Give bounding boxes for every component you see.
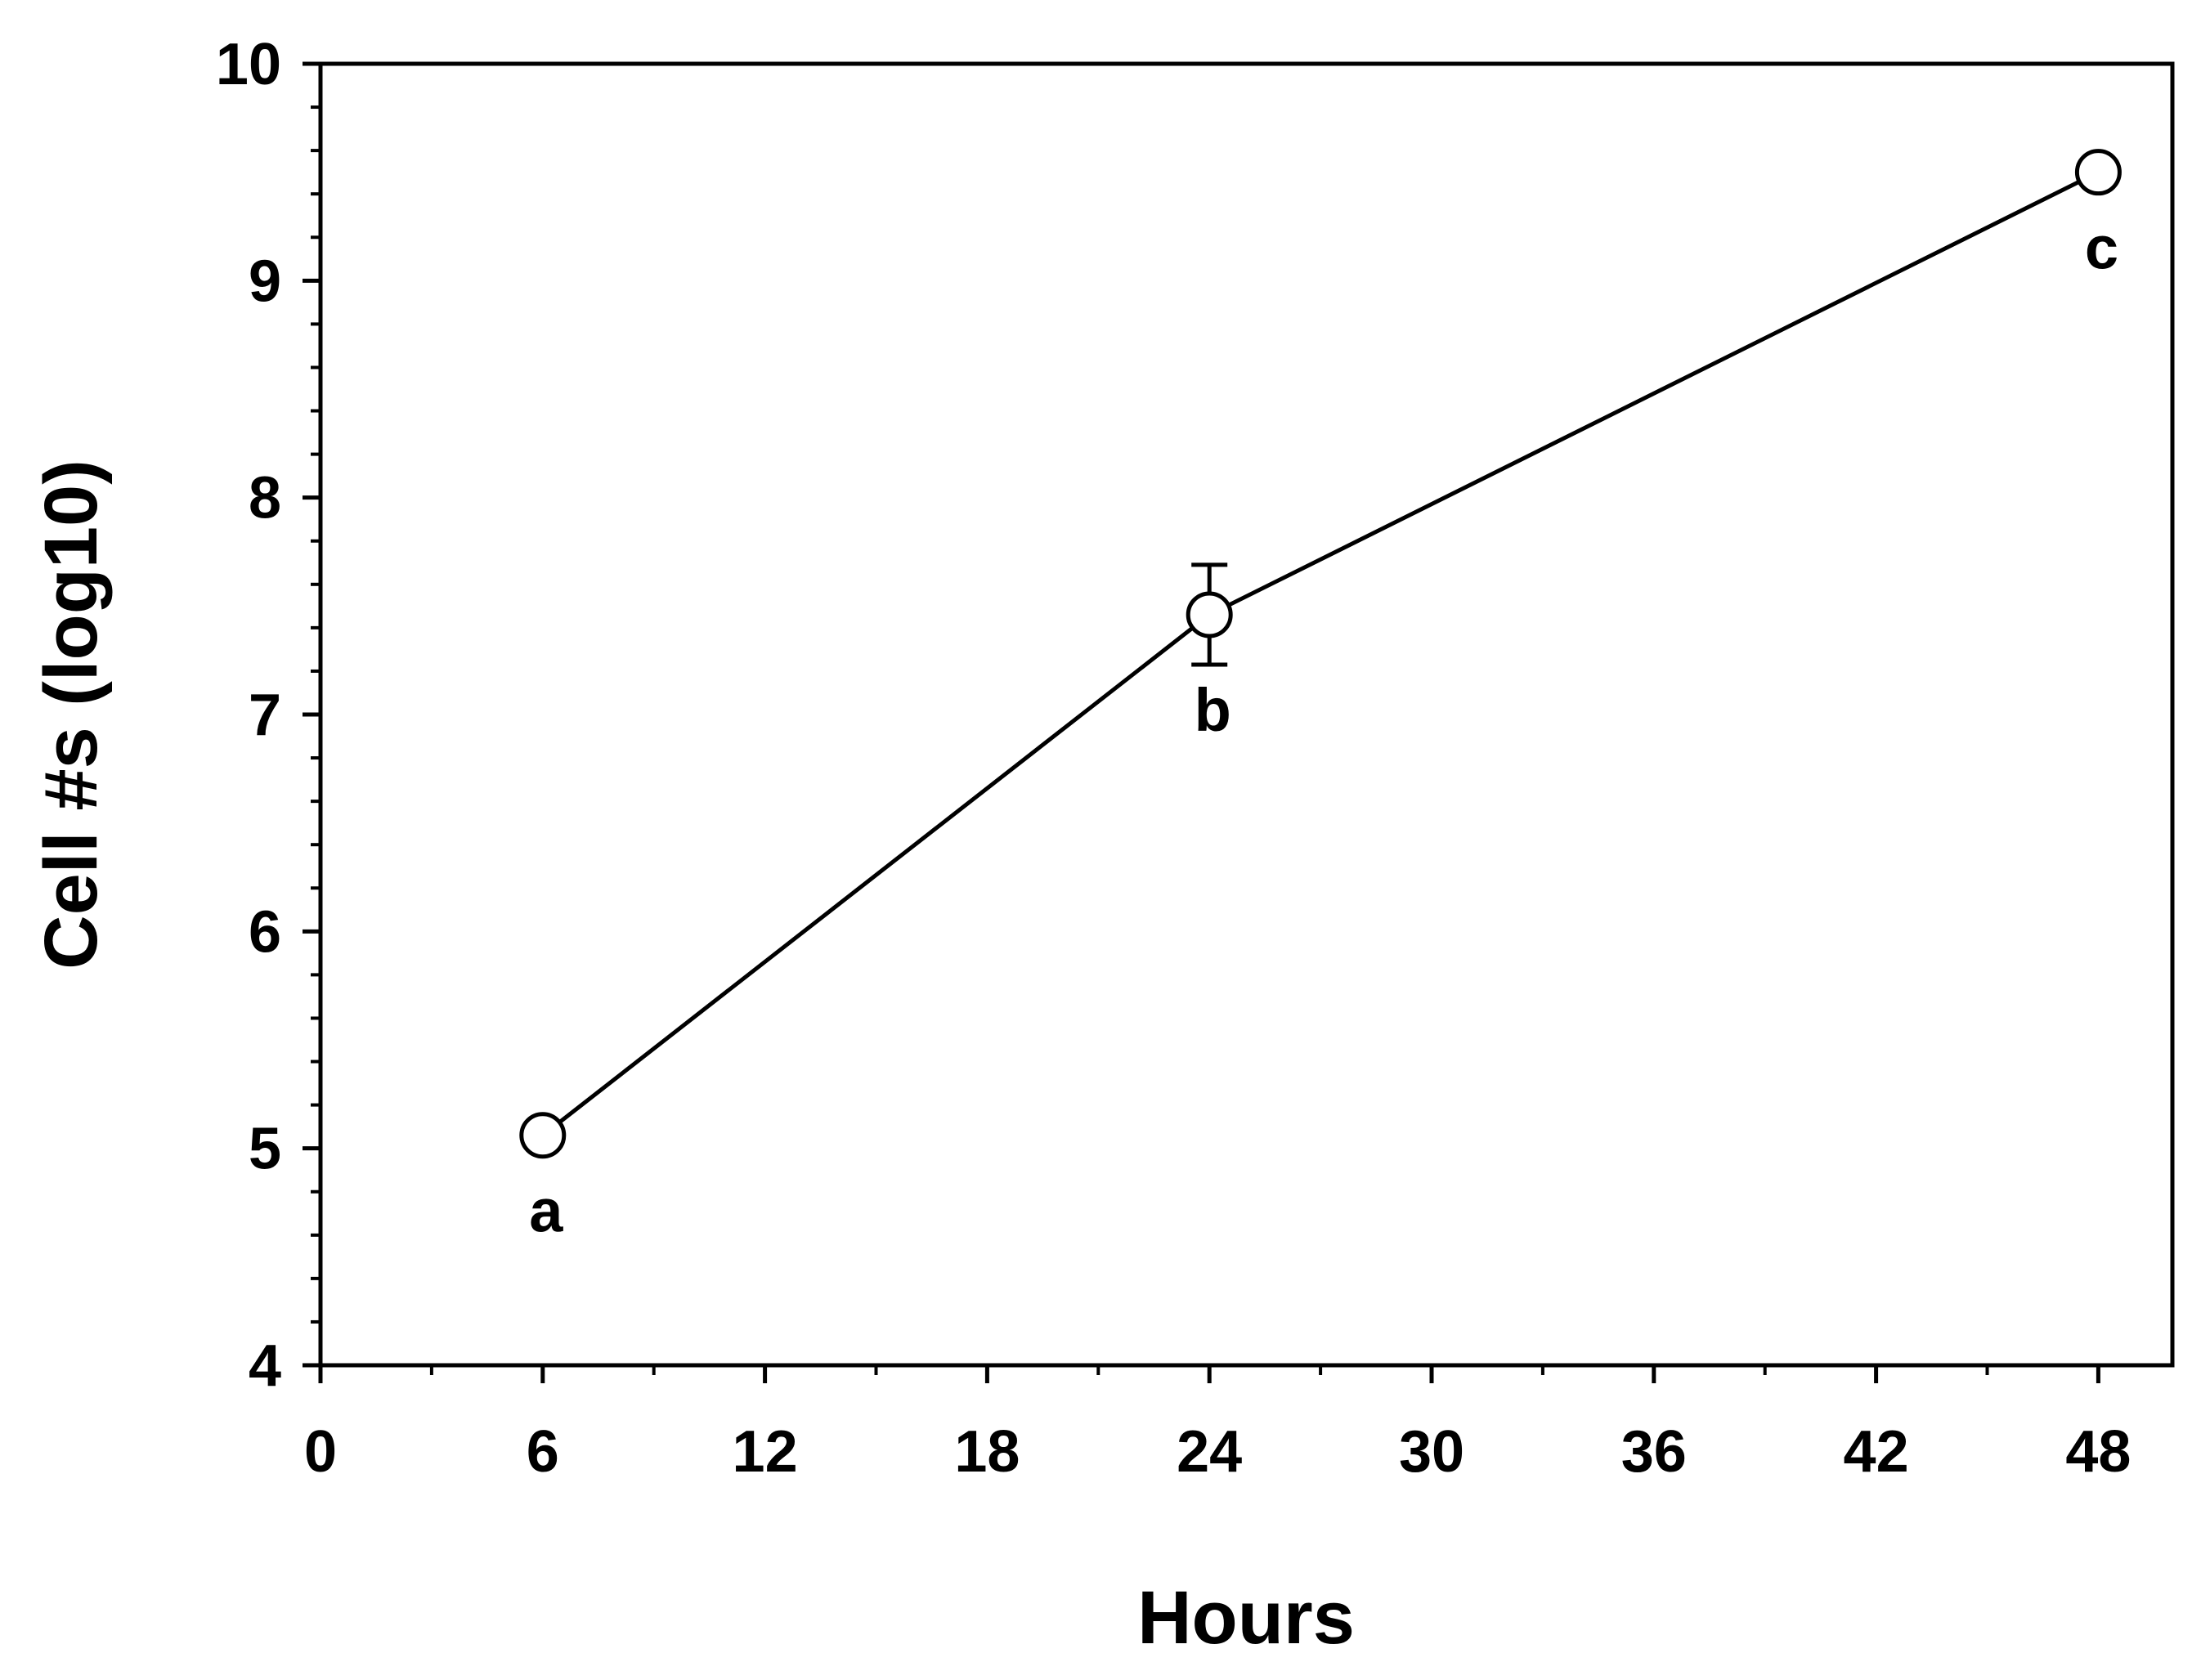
- point-label: b: [1195, 676, 1231, 744]
- plot-frame: [318, 61, 2175, 1368]
- x-tick-label: 18: [954, 1419, 1020, 1485]
- x-tick-label: 12: [733, 1419, 798, 1485]
- y-tick-label: 7: [249, 683, 281, 748]
- y-tick-label: 6: [249, 899, 281, 965]
- x-tick-label: 24: [1177, 1419, 1242, 1485]
- x-tick-label: 48: [2065, 1419, 2131, 1485]
- y-axis-ticks: 4 5 6 7 8 9 10: [216, 32, 321, 1399]
- series-line: [541, 170, 2100, 1137]
- point-label: c: [2085, 214, 2118, 282]
- y-tick-label: 5: [249, 1117, 281, 1182]
- x-tick-label: 30: [1399, 1419, 1464, 1485]
- y-tick-label: 9: [249, 249, 281, 314]
- x-axis-ticks: 0 6 12 18 24 30 36 42 48: [304, 1365, 2131, 1485]
- data-point: [519, 1112, 567, 1159]
- y-tick-label: 8: [249, 466, 281, 531]
- data-point: [2074, 149, 2122, 196]
- y-tick-label: 4: [249, 1333, 281, 1399]
- x-tick-label: 6: [527, 1419, 559, 1485]
- data-point: [1186, 591, 1233, 638]
- point-label: a: [529, 1177, 563, 1245]
- y-axis-title: Cell #s (log10): [29, 459, 113, 970]
- x-axis-title: Hours: [1137, 1576, 1355, 1660]
- series-layer: a b c: [519, 149, 2122, 1245]
- y-tick-label: 10: [216, 32, 281, 97]
- x-tick-label: 0: [304, 1419, 337, 1485]
- x-tick-label: 36: [1621, 1419, 1687, 1485]
- x-tick-label: 42: [1844, 1419, 1909, 1485]
